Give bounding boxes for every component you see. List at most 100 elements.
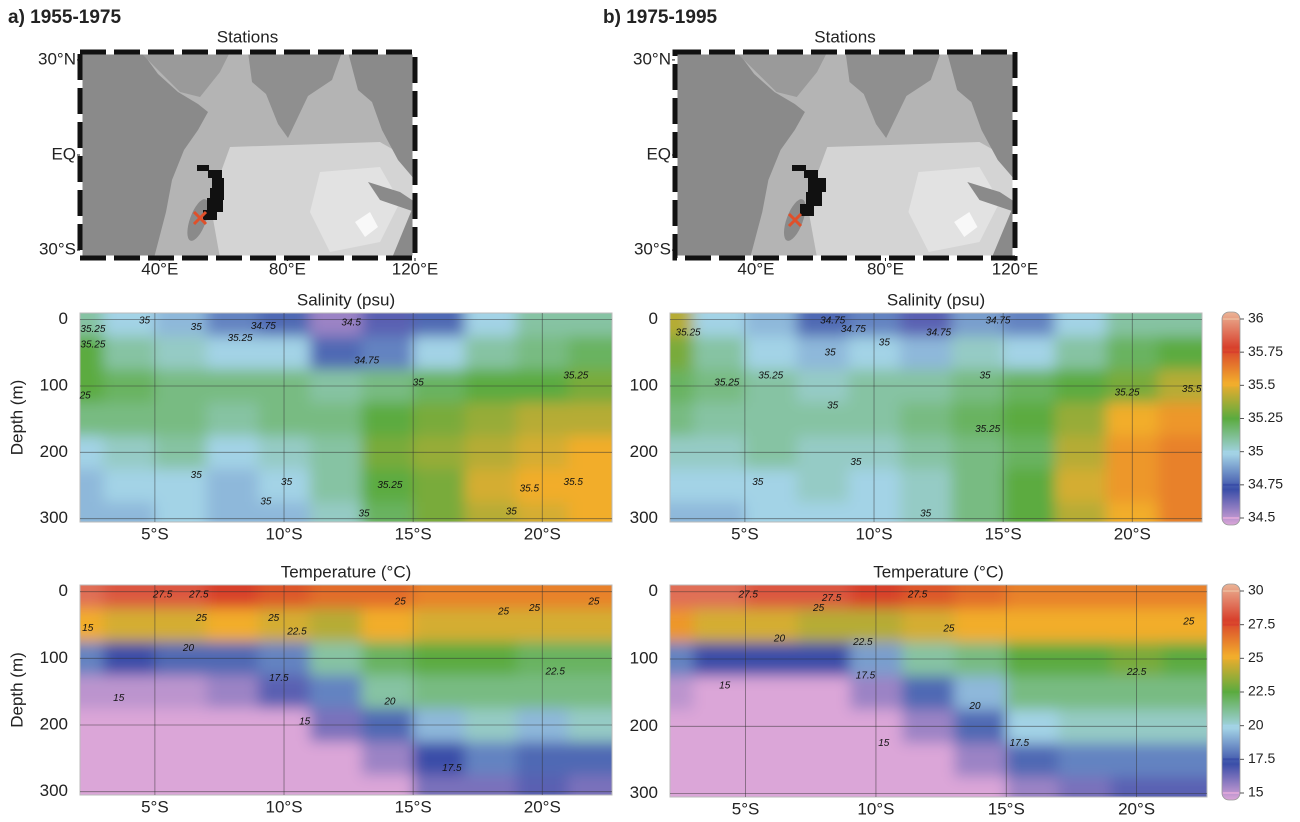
field-cell (745, 675, 799, 711)
field-cell (745, 642, 799, 677)
field-cell (258, 502, 311, 522)
map-title: Stations (217, 27, 278, 46)
field-cell (1158, 402, 1202, 437)
field-cell (206, 435, 260, 470)
y-axis-label: Depth (m) (7, 652, 26, 728)
field-cell (670, 313, 695, 338)
field-cell (744, 336, 798, 371)
field-cell (954, 608, 1008, 644)
field-cell (1158, 502, 1202, 522)
field-cell (103, 402, 156, 437)
field-cell (103, 675, 156, 710)
y-tick-label: 30°N (633, 49, 671, 68)
field-cell (309, 741, 363, 776)
colorbar-swatch (1223, 590, 1239, 592)
field-cell (899, 502, 953, 522)
field-cell (258, 775, 311, 795)
field-cell (154, 369, 208, 404)
field-cell (568, 708, 612, 743)
contour-label: 35.25 (228, 333, 253, 344)
field-cell (797, 585, 851, 610)
field-cells (670, 313, 1202, 522)
field-cell (848, 313, 901, 338)
y-tick-label: 300 (40, 781, 68, 800)
field-cell (80, 708, 105, 743)
contour-label: 15 (299, 716, 311, 727)
field-cell (568, 608, 612, 643)
field-cell (745, 776, 799, 797)
colorbar-swatch (1223, 623, 1239, 626)
field-cell (744, 402, 798, 437)
y-tick-label: 300 (630, 783, 658, 802)
field-cell (80, 775, 105, 795)
field-cell (744, 468, 798, 504)
field-cell (413, 468, 466, 504)
field-cell (899, 468, 953, 504)
colorbar-label: 15 (1248, 784, 1264, 800)
field-cell (206, 402, 260, 437)
field-cell (568, 435, 612, 470)
field-cell (1110, 709, 1164, 745)
field-cell (361, 641, 415, 676)
contour-label: 22.5 (852, 637, 873, 648)
field-cell (464, 608, 518, 643)
field-cell (744, 313, 798, 338)
field-cell (849, 585, 904, 610)
field-cell (413, 585, 466, 610)
contour-label: 35.25 (714, 377, 739, 388)
field-cell (670, 608, 695, 644)
field-cell (1058, 776, 1112, 797)
contour-label: 20 (383, 696, 396, 707)
field-cell (1058, 585, 1112, 610)
contour-label: 25 (394, 596, 407, 607)
field-cell (516, 708, 570, 743)
field-cell (1158, 336, 1202, 371)
field-cell (902, 709, 956, 745)
field-cell (899, 435, 953, 470)
field-cell (154, 502, 208, 522)
field (670, 313, 1202, 522)
colorbar-swatch (1223, 384, 1239, 387)
field-cell (954, 709, 1008, 745)
map-title: Stations (814, 27, 875, 46)
field-cell (154, 675, 208, 710)
field-cell (1006, 743, 1060, 778)
field-cell (1006, 585, 1060, 610)
field-cell (849, 642, 904, 677)
x-tick-label: 15°S (985, 524, 1022, 543)
field-cell (206, 608, 260, 643)
field-cell (849, 709, 904, 745)
field-cell (951, 336, 1005, 371)
field-cell (1054, 313, 1108, 338)
contour-label: 20 (773, 633, 786, 644)
field-cell (80, 675, 105, 710)
field-cell (951, 313, 1005, 338)
contour-label: 35 (752, 477, 764, 488)
colorbar-label: 35.5 (1248, 376, 1275, 392)
field-cell (103, 468, 156, 504)
x-tick-label: 15°S (395, 524, 432, 543)
x-tick-label: 5°S (141, 524, 169, 543)
field-cell (464, 641, 518, 676)
field-cell (796, 435, 850, 470)
contour-label: 34.75 (985, 316, 1010, 327)
field (80, 585, 612, 795)
field-cell (848, 369, 901, 404)
contour-label: 35.25 (758, 371, 783, 382)
plot-frame (669, 584, 1208, 798)
contour-label: 35.25 (1115, 387, 1140, 398)
field-cell (516, 369, 570, 404)
field-cell (154, 775, 208, 795)
field-cell (464, 708, 518, 743)
field-cell (516, 741, 570, 776)
contour-label: 35.25 (563, 371, 588, 382)
field-cell (568, 502, 612, 522)
colorbar-label: 20 (1248, 716, 1264, 732)
contour-label: 22.5 (544, 666, 565, 677)
contour-label: 35 (413, 377, 425, 388)
field-cell (309, 402, 363, 437)
field-cell (745, 709, 799, 745)
field-cell (1162, 675, 1207, 711)
panel-title: Temperature (°C) (281, 562, 412, 581)
field-cell (1058, 743, 1112, 778)
